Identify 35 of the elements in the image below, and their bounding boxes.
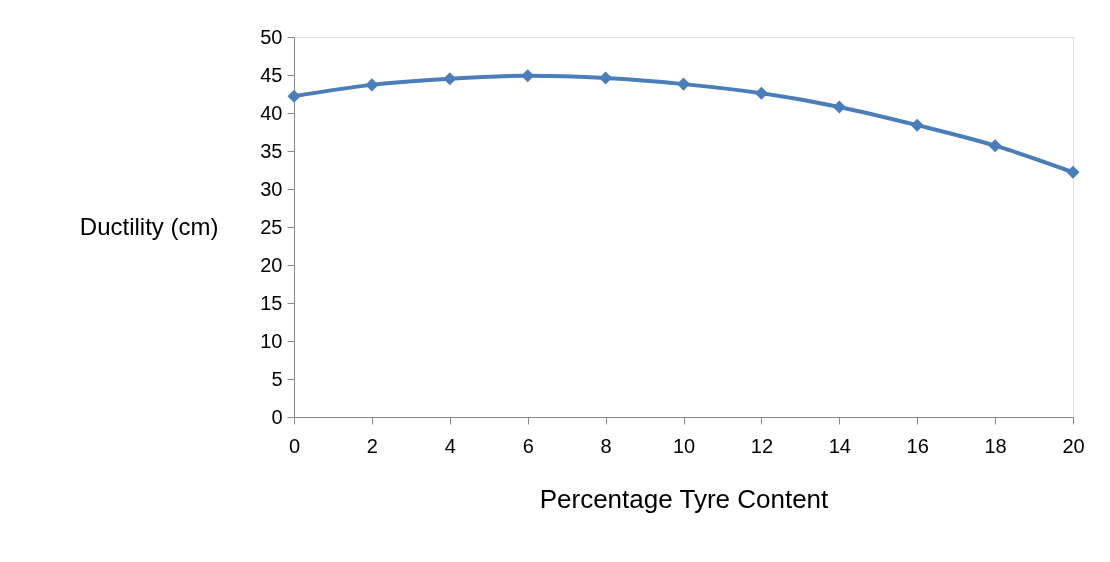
x-tick-label: 4 bbox=[444, 434, 456, 457]
x-tick-label: 20 bbox=[1062, 434, 1085, 457]
x-tick-label: 0 bbox=[288, 434, 301, 457]
y-tick-label: 15 bbox=[260, 291, 283, 314]
y-axis-title: Ductility (cm) bbox=[79, 212, 219, 240]
x-tick-label: 8 bbox=[600, 434, 612, 457]
point bbox=[599, 71, 613, 85]
x-tick-label: 6 bbox=[522, 434, 534, 457]
point bbox=[287, 89, 301, 103]
point bbox=[832, 100, 846, 114]
point bbox=[443, 72, 457, 86]
y-tick-label: 30 bbox=[260, 177, 283, 200]
y-tick-label: 5 bbox=[271, 367, 283, 390]
x-tick-label: 12 bbox=[750, 434, 774, 457]
y-tick-label: 10 bbox=[260, 329, 283, 352]
y-tick-label: 50 bbox=[260, 25, 283, 48]
x-tick-label: 16 bbox=[906, 434, 929, 457]
y-tick-label: 45 bbox=[260, 63, 283, 86]
y-tick-label: 0 bbox=[271, 405, 283, 428]
x-tick-label: 2 bbox=[366, 434, 378, 457]
x-tick-label: 14 bbox=[828, 434, 851, 457]
y-tick-label: 35 bbox=[260, 139, 283, 162]
y-tick-label: 20 bbox=[260, 253, 283, 276]
point bbox=[1066, 165, 1080, 179]
y-tick-label: 25 bbox=[260, 215, 283, 238]
x-axis-title: Percentage Tyre Content bbox=[539, 483, 830, 514]
x-tick-label: 18 bbox=[984, 434, 1007, 457]
y-tick-label: 40 bbox=[260, 101, 283, 124]
point bbox=[910, 118, 924, 132]
point bbox=[676, 77, 691, 91]
point bbox=[365, 78, 379, 92]
point bbox=[521, 69, 535, 83]
point bbox=[754, 86, 768, 100]
point bbox=[988, 139, 1002, 153]
x-tick-label: 10 bbox=[672, 434, 696, 457]
